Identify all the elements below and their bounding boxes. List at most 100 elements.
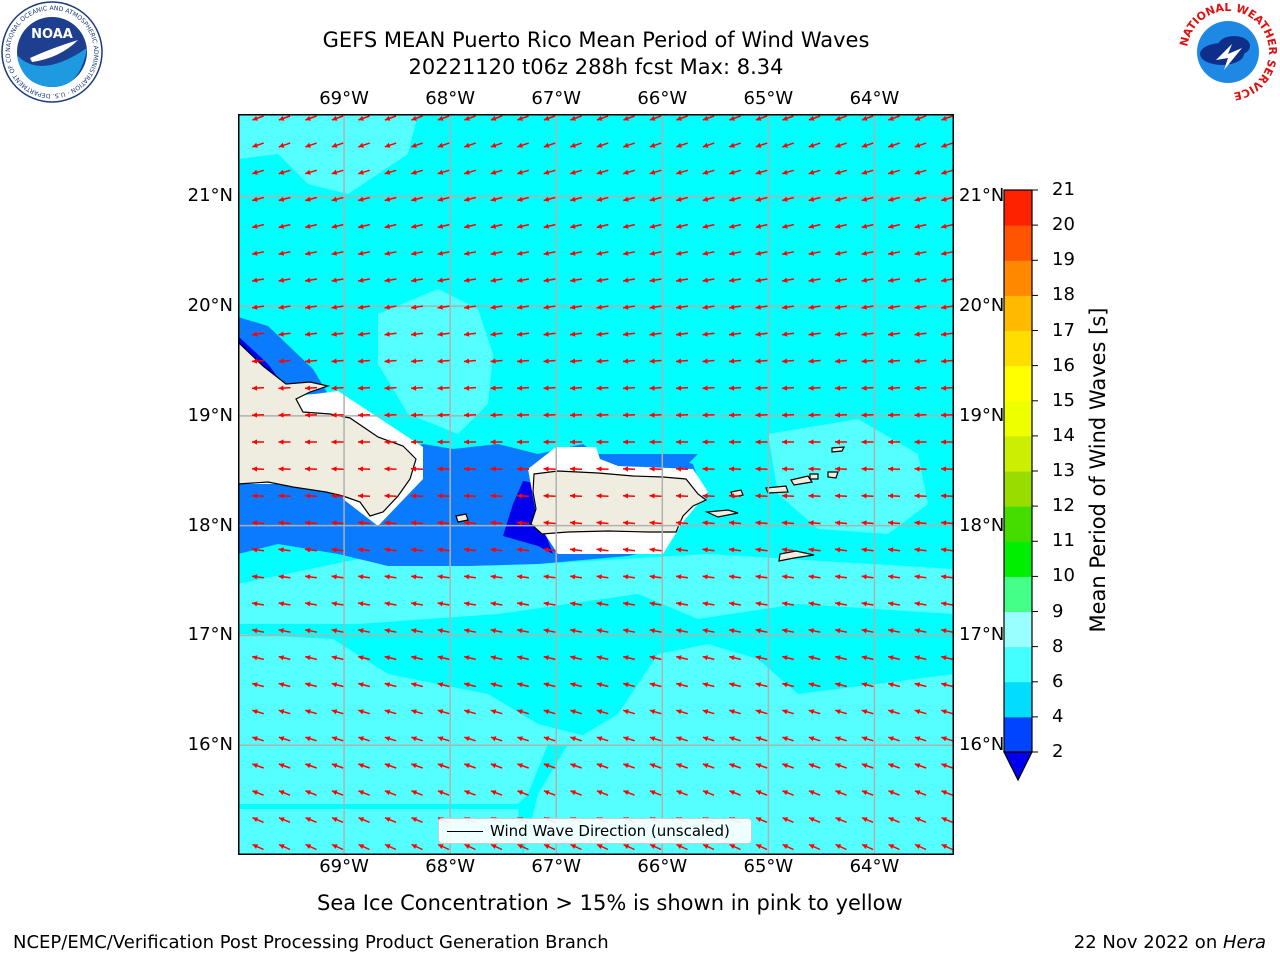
wave-direction-arrow	[914, 385, 927, 391]
wave-direction-arrow	[384, 763, 397, 769]
lat-tick-label: 20°N	[959, 295, 1005, 317]
wave-direction-arrow	[437, 250, 450, 256]
wave-direction-arrow	[782, 142, 794, 148]
wave-direction-arrow	[304, 493, 318, 499]
wave-direction-arrow	[543, 250, 556, 256]
wave-direction-arrow	[331, 709, 344, 715]
wave-direction-arrow	[569, 358, 583, 364]
wave-direction-arrow	[676, 763, 688, 769]
wave-direction-arrow	[941, 196, 953, 202]
wave-direction-arrow	[835, 115, 847, 121]
wave-direction-arrow	[384, 493, 397, 499]
wave-direction-arrow	[649, 682, 662, 688]
wave-direction-arrow	[569, 304, 583, 310]
wave-direction-arrow	[517, 196, 529, 202]
wave-direction-arrow	[516, 169, 530, 175]
contour-patch	[238, 554, 954, 624]
lat-tick-label: 16°N	[959, 734, 1005, 756]
wave-direction-arrow	[411, 682, 423, 688]
wave-direction-arrow	[887, 412, 901, 418]
wave-direction-arrow	[569, 628, 583, 634]
wave-direction-arrow	[410, 250, 424, 256]
wave-direction-arrow	[781, 628, 795, 634]
wave-direction-arrow	[940, 385, 954, 391]
wave-direction-arrow	[437, 196, 450, 202]
wave-direction-arrow	[437, 736, 450, 742]
wave-direction-arrow	[888, 223, 900, 229]
wave-direction-arrow	[888, 790, 900, 796]
wave-direction-arrow	[834, 547, 848, 553]
wave-direction-arrow	[782, 736, 794, 742]
wave-direction-arrow	[728, 277, 742, 283]
wave-direction-arrow	[887, 628, 901, 634]
wave-direction-arrow	[278, 277, 291, 283]
wave-direction-arrow	[411, 790, 423, 796]
wave-direction-arrow	[755, 817, 768, 823]
wave-direction-arrow	[251, 628, 265, 634]
wave-direction-arrow	[755, 250, 768, 256]
wave-direction-arrow	[914, 142, 927, 148]
wave-direction-arrow	[251, 547, 265, 553]
wave-direction-arrow	[331, 520, 344, 526]
wave-direction-arrow	[941, 655, 953, 661]
wave-direction-arrow	[675, 304, 689, 310]
wave-direction-arrow	[543, 790, 556, 796]
wave-direction-arrow	[569, 412, 583, 418]
wave-direction-arrow	[887, 709, 901, 715]
wave-direction-arrow	[331, 843, 344, 851]
wave-direction-arrow	[304, 385, 318, 391]
wave-direction-arrow	[702, 682, 715, 688]
wave-direction-arrow	[675, 385, 689, 391]
wave-direction-arrow	[755, 277, 768, 283]
credit-text: NCEP/EMC/Verification Post Processing Pr…	[13, 932, 609, 953]
wave-direction-arrow	[676, 655, 688, 661]
wave-direction-arrow	[941, 817, 953, 823]
colorbar-swatch	[1004, 611, 1032, 648]
wave-direction-arrow	[464, 843, 476, 851]
wave-direction-arrow	[887, 358, 901, 364]
wave-direction-arrow	[543, 115, 556, 121]
wave-direction-arrow	[834, 574, 848, 580]
wave-direction-arrow	[914, 763, 927, 769]
wave-direction-arrow	[357, 331, 371, 337]
wave-direction-arrow	[357, 169, 371, 175]
wave-direction-arrow	[861, 655, 874, 661]
wave-direction-arrow	[782, 843, 794, 851]
wave-direction-arrow	[516, 304, 530, 310]
wave-direction-arrow	[941, 682, 953, 688]
contour-patch	[238, 114, 418, 194]
wave-direction-arrow	[384, 547, 397, 553]
wave-direction-arrow	[331, 601, 344, 607]
wave-direction-arrow	[649, 520, 662, 526]
wave-direction-arrow	[278, 601, 291, 607]
wave-direction-arrow	[278, 655, 291, 661]
wave-direction-arrow	[278, 439, 291, 445]
wave-direction-arrow	[437, 493, 450, 499]
wave-direction-arrow	[914, 736, 927, 742]
wave-direction-arrow	[755, 493, 768, 499]
wave-direction-arrow	[675, 466, 689, 472]
wave-direction-arrow	[702, 250, 715, 256]
wave-direction-arrow	[914, 628, 927, 634]
wave-direction-arrow	[517, 843, 529, 851]
wave-direction-arrow	[808, 142, 821, 148]
wave-direction-arrow	[490, 655, 503, 661]
wave-direction-arrow	[278, 196, 291, 202]
wave-direction-arrow	[517, 115, 529, 121]
wave-direction-arrow	[437, 843, 450, 851]
wave-direction-arrow	[569, 385, 583, 391]
wave-direction-arrow	[649, 250, 662, 256]
wave-direction-arrow	[596, 223, 609, 229]
nws-logo: NATIONAL WEATHER SERVICE	[1177, 1, 1279, 103]
wave-direction-arrow	[861, 331, 874, 337]
wave-direction-arrow	[516, 601, 530, 607]
wave-direction-arrow	[490, 223, 503, 229]
wave-direction-arrow	[463, 169, 477, 175]
wave-direction-arrow	[649, 736, 662, 742]
wave-direction-arrow	[569, 520, 583, 526]
wave-direction-arrow	[702, 304, 715, 310]
wave-direction-arrow	[596, 709, 609, 715]
lat-tick-label: 21°N	[959, 185, 1005, 207]
wave-direction-arrow	[463, 493, 477, 499]
wave-direction-arrow	[384, 520, 397, 526]
